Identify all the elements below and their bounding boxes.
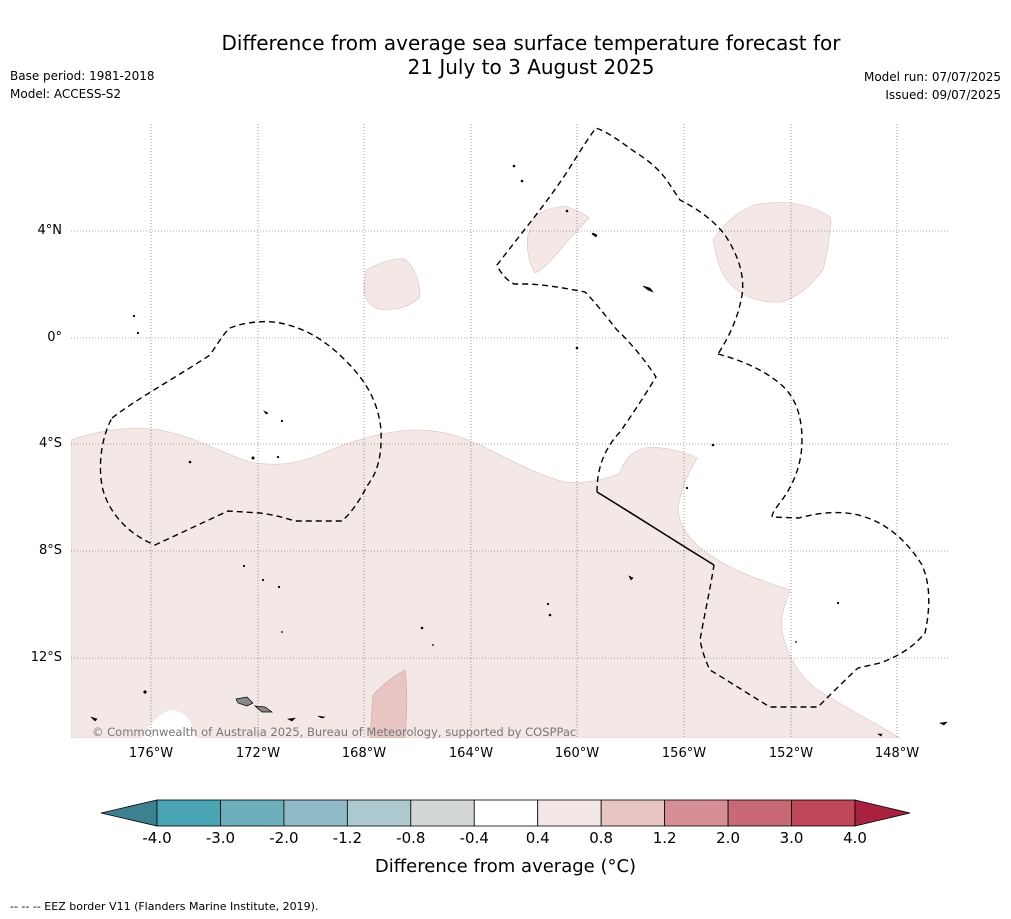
lon-label: 164°W <box>448 746 494 761</box>
colorbar-tick-label: 4.0 <box>843 829 867 847</box>
graticule <box>71 124 950 738</box>
anomaly-blob-1 <box>363 258 421 310</box>
title-line-2: 21 July to 3 August 2025 <box>407 55 655 79</box>
colorbar-tick-label: 1.2 <box>652 829 677 847</box>
eez-border-central <box>496 127 744 493</box>
lat-label: 12°S <box>30 650 62 665</box>
colorbar-tick-label: 3.0 <box>779 829 804 847</box>
map-area <box>71 124 950 738</box>
islands <box>90 164 948 737</box>
island-samoa-2 <box>253 705 274 713</box>
anomaly-blob-2 <box>526 205 590 274</box>
lon-label: 152°W <box>768 746 814 761</box>
eez-border-west <box>99 320 382 546</box>
eez-footnote: -- -- -- EEZ border V11 (Flanders Marine… <box>10 900 319 913</box>
base-period: Base period: 1981-2018 <box>10 69 155 83</box>
lat-label: 4°N <box>37 223 63 238</box>
colorbar-tick-label: -0.8 <box>396 829 426 847</box>
meta-left: Base period: 1981-2018 Model: ACCESS-S2 <box>10 67 155 103</box>
copyright-notice: © Commonwealth of Australia 2025, Bureau… <box>92 725 577 739</box>
map-title: Difference from average sea surface temp… <box>120 31 942 79</box>
eez-border-solid <box>596 491 715 566</box>
meta-right: Model run: 07/07/2025 Issued: 09/07/2025 <box>864 68 1001 104</box>
anomaly-region-mid <box>369 669 408 738</box>
colorbar-tick-label: 0.4 <box>525 829 550 847</box>
lon-label: 156°W <box>661 746 707 761</box>
colorbar-tick-label: -1.2 <box>332 829 362 847</box>
anomaly-region-south <box>71 428 901 738</box>
lat-label: 8°S <box>38 543 62 558</box>
eez-borders <box>99 127 930 708</box>
issued-date: Issued: 09/07/2025 <box>885 88 1001 102</box>
title-line-1: Difference from average sea surface temp… <box>221 31 841 55</box>
island-samoa-1 <box>235 696 254 707</box>
anomaly-blob-3 <box>712 202 832 303</box>
colorbar-tick-label: -0.4 <box>459 829 489 847</box>
lon-label: 168°W <box>341 746 387 761</box>
lat-label: 0° <box>47 330 62 345</box>
eez-border-east <box>699 353 930 708</box>
colorbar-tick-label: 0.8 <box>589 829 614 847</box>
colorbar-tick-label: 2.0 <box>716 829 740 847</box>
model-run: Model run: 07/07/2025 <box>863 70 1001 84</box>
lon-label: 172°W <box>235 746 281 761</box>
lon-label: 160°W <box>554 746 600 761</box>
neutral-pocket <box>142 710 196 738</box>
lat-label: 4°S <box>38 436 62 451</box>
colorbar-label: Difference from average (°C) <box>374 856 637 877</box>
lon-label: 148°W <box>874 746 920 761</box>
colorbar-tick-label: -4.0 <box>142 829 172 847</box>
colorbar-tick-label: -2.0 <box>269 829 299 847</box>
colorbar-tick-label: -3.0 <box>205 829 236 847</box>
lon-label: 176°W <box>128 746 174 761</box>
model-name: Model: ACCESS-S2 <box>10 87 122 101</box>
